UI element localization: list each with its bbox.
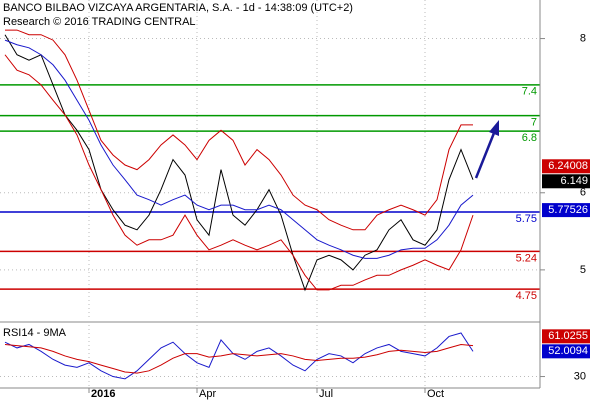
series-line bbox=[4, 34, 474, 292]
forecast-arrow bbox=[474, 120, 499, 179]
price-marker bbox=[542, 344, 590, 359]
price-marker-label: 52.0094 bbox=[548, 345, 588, 357]
price-marker-label: 61.0255 bbox=[548, 330, 588, 342]
price-marker-label: 6.24008 bbox=[548, 160, 588, 172]
level-label: 4.75 bbox=[516, 290, 537, 302]
plot-area bbox=[0, 0, 540, 388]
price-marker bbox=[542, 329, 590, 344]
y-tick-label: 5 bbox=[580, 264, 586, 276]
price-marker bbox=[542, 174, 590, 189]
price-marker bbox=[542, 159, 590, 174]
series-line bbox=[4, 39, 474, 259]
series-line bbox=[5, 29, 473, 231]
series-line bbox=[4, 332, 474, 380]
chart-subtitle: Research © 2016 TRADING CENTRAL bbox=[3, 16, 196, 28]
series-line bbox=[4, 343, 474, 374]
level-label: 5.24 bbox=[516, 252, 537, 264]
chart-title: BANCO BILBAO VIZCAYA ARGENTARIA, S.A. - … bbox=[3, 2, 353, 14]
y-tick-label: 30 bbox=[574, 370, 586, 382]
x-tick-label: Apr bbox=[199, 388, 216, 400]
level-label: 7 bbox=[531, 117, 537, 129]
series-line bbox=[4, 54, 474, 291]
level-label: 5.75 bbox=[516, 213, 537, 225]
y-tick-label: 8 bbox=[580, 32, 586, 44]
level-label: 7.4 bbox=[522, 86, 537, 98]
x-tick-label: Oct bbox=[427, 388, 444, 400]
x-tick-label: 2016 bbox=[91, 388, 115, 400]
level-label: 6.8 bbox=[522, 132, 537, 144]
price-marker-label: 5.77526 bbox=[548, 204, 588, 216]
price-marker-label: 6.149 bbox=[560, 175, 588, 187]
y-tick-label: 6 bbox=[580, 187, 586, 199]
rsi-title: RSI14 - 9MA bbox=[3, 327, 67, 339]
price-marker bbox=[542, 203, 590, 218]
x-tick-label: Jul bbox=[319, 388, 333, 400]
